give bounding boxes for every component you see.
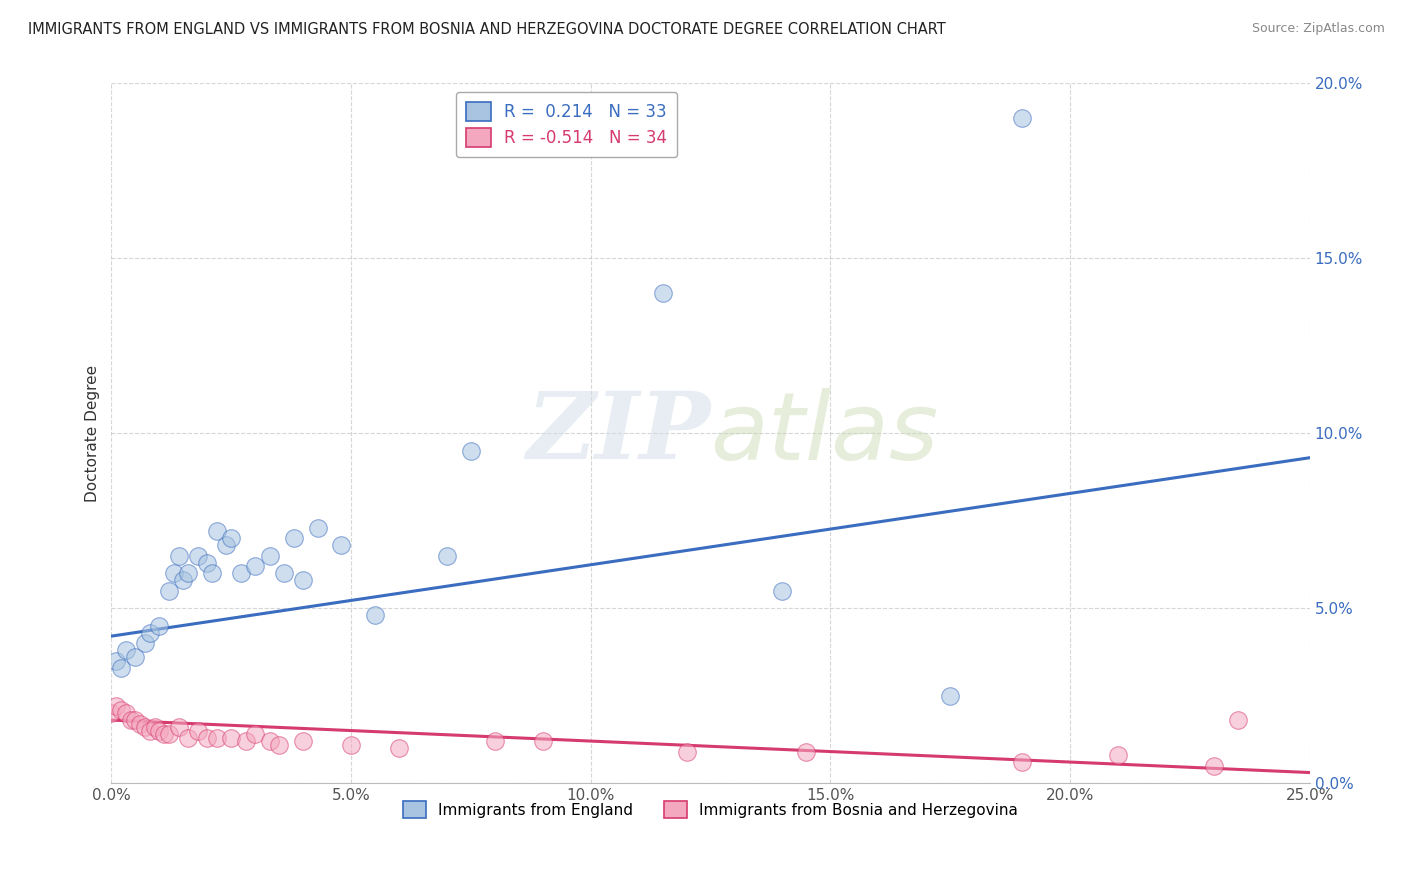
Point [157, 727, 180, 741]
Point [124, 650, 146, 665]
Point [187, 549, 209, 563]
Point [120, 713, 142, 727]
Point [292, 734, 315, 748]
Text: Source: ZipAtlas.com: Source: ZipAtlas.com [1251, 22, 1385, 36]
Point [219, 531, 242, 545]
Point [205, 524, 228, 538]
Point [129, 716, 152, 731]
Point [105, 654, 128, 668]
Point [143, 720, 166, 734]
Point [436, 549, 458, 563]
Text: IMMIGRANTS FROM ENGLAND VS IMMIGRANTS FROM BOSNIA AND HERZEGOVINA DOCTORATE DEGR: IMMIGRANTS FROM ENGLAND VS IMMIGRANTS FR… [28, 22, 946, 37]
Point [105, 699, 128, 714]
Point [651, 286, 673, 301]
Point [134, 720, 156, 734]
Point [531, 734, 554, 748]
Point [114, 706, 136, 720]
Point [139, 625, 162, 640]
Point [939, 689, 962, 703]
Point [177, 566, 200, 581]
Point [229, 566, 252, 581]
Point [167, 720, 190, 734]
Point [235, 734, 257, 748]
Point [124, 713, 146, 727]
Point [134, 636, 156, 650]
Point [172, 573, 194, 587]
Point [388, 741, 411, 756]
Point [167, 549, 190, 563]
Point [273, 566, 295, 581]
Point [1107, 747, 1129, 762]
Point [205, 731, 228, 745]
Point [163, 566, 186, 581]
Point [340, 738, 363, 752]
Point [110, 660, 132, 674]
Point [259, 734, 281, 748]
Point [259, 549, 281, 563]
Point [177, 731, 200, 745]
Point [100, 706, 122, 720]
Point [796, 745, 818, 759]
Point [484, 734, 506, 748]
Point [1011, 755, 1033, 769]
Point [770, 583, 793, 598]
Point [364, 608, 387, 623]
Text: atlas: atlas [710, 388, 939, 479]
Point [460, 443, 482, 458]
Point [1011, 112, 1033, 126]
Point [148, 723, 170, 738]
Text: ZIP: ZIP [526, 388, 710, 478]
Point [187, 723, 209, 738]
Point [148, 618, 170, 632]
Point [675, 745, 697, 759]
Point [1226, 713, 1249, 727]
Point [157, 583, 180, 598]
Point [114, 643, 136, 657]
Point [330, 538, 353, 552]
Point [245, 559, 267, 574]
Point [201, 566, 224, 581]
Point [195, 731, 218, 745]
Point [245, 727, 267, 741]
Point [110, 702, 132, 716]
Point [195, 556, 218, 570]
Point [139, 723, 162, 738]
Point [283, 531, 305, 545]
Point [269, 738, 291, 752]
Point [292, 573, 315, 587]
Point [307, 521, 329, 535]
Point [1202, 758, 1225, 772]
Point [215, 538, 238, 552]
Point [153, 727, 176, 741]
Legend: Immigrants from England, Immigrants from Bosnia and Herzegovina: Immigrants from England, Immigrants from… [396, 795, 1024, 824]
Point [219, 731, 242, 745]
Y-axis label: Doctorate Degree: Doctorate Degree [86, 365, 100, 502]
